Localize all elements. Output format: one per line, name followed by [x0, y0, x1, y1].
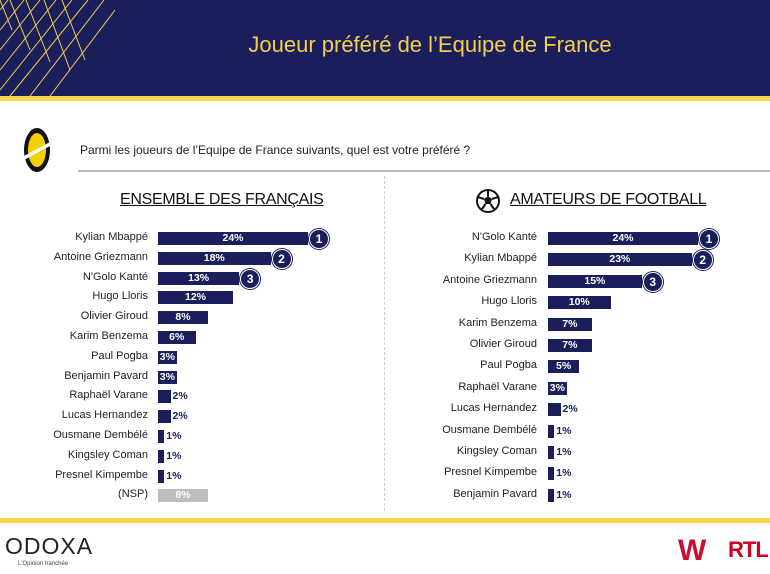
soccer-ball-icon	[476, 189, 500, 213]
bar	[158, 410, 171, 424]
bar	[548, 446, 555, 459]
bar: 7%	[548, 339, 592, 352]
rank-badge: 1	[309, 229, 329, 249]
bar	[158, 469, 165, 483]
row-label: Olivier Giroud	[469, 338, 537, 350]
row-label: Raphaël Varane	[69, 389, 148, 402]
row-label: N'Golo Kanté	[471, 231, 537, 243]
section-title-football: AMATEURS DE FOOTBALL	[510, 191, 707, 208]
row-label: Paul Pogba	[480, 359, 537, 372]
bar: 24%	[548, 232, 698, 245]
row-label: Kingsley Coman	[67, 448, 148, 461]
data-label: 1%	[556, 467, 572, 480]
bar	[548, 467, 555, 481]
row-label: Olivier Giroud	[80, 310, 148, 323]
bar: 3%	[548, 381, 567, 395]
chevron-pattern	[0, 0, 115, 96]
odoxa-tagline: L'Opinion tranchée	[18, 561, 69, 567]
row-label: Kingsley Coman	[456, 445, 537, 457]
data-label: 1%	[556, 488, 572, 501]
bar	[158, 390, 171, 404]
data-label: 1%	[166, 469, 182, 482]
divider	[78, 170, 770, 172]
bar: 18%	[158, 251, 271, 265]
row-label: Ousmane Dembélé	[53, 429, 148, 441]
row-label: Benjamin Pavard	[64, 369, 148, 382]
odoxa-logo: ODOXA	[5, 533, 94, 559]
rank-badge: 2	[692, 250, 713, 271]
rank-badge: 3	[240, 268, 261, 289]
divider	[0, 518, 770, 523]
row-label: Presnel Kimpembe	[55, 468, 148, 481]
data-label: 1%	[166, 449, 182, 462]
row-label: Hugo Lloris	[92, 290, 148, 303]
section-title-all: ENSEMBLE DES FRANÇAIS	[120, 191, 324, 208]
bar	[158, 449, 165, 463]
row-label: Benjamin Pavard	[453, 487, 537, 500]
row-label: Antoine Griezmann	[53, 250, 148, 263]
row-label: Raphaël Varane	[458, 380, 537, 393]
data-label: 1%	[556, 446, 572, 458]
bar: 8%	[158, 311, 208, 325]
row-label: Paul Pogba	[91, 349, 148, 362]
bar: 7%	[548, 317, 592, 331]
bar: 5%	[548, 360, 580, 374]
data-label: 1%	[556, 424, 572, 437]
rank-badge: 2	[271, 248, 292, 269]
data-label: 2%	[172, 410, 188, 423]
rank-badge: 3	[642, 271, 663, 292]
row-label: Kylian Mbappé	[464, 252, 537, 265]
row-label: Presnel Kimpembe	[444, 466, 537, 479]
bar: 24%	[158, 232, 308, 245]
row-label: Ousmane Dembélé	[442, 423, 537, 436]
divider	[0, 96, 770, 101]
header-banner: Joueur préféré de l’Equipe de France	[0, 0, 770, 96]
row-label: Kylian Mbappé	[75, 231, 148, 243]
question-text: Parmi les joueurs de l’Equipe de France …	[80, 143, 471, 157]
bar: 13%	[158, 271, 240, 285]
row-label: Hugo Lloris	[481, 295, 537, 308]
rtl-logo: RTL	[728, 537, 769, 562]
page-title: Joueur préféré de l’Equipe de France	[248, 32, 612, 57]
row-label: Lucas Hernandez	[61, 409, 148, 422]
bar: 15%	[548, 274, 642, 288]
bar	[548, 488, 555, 502]
bar: 3%	[158, 370, 177, 384]
rank-badge: 1	[699, 229, 719, 249]
bar	[158, 430, 165, 443]
odoxa-logo-icon	[24, 128, 50, 172]
row-label: Karim Benzema	[458, 316, 537, 329]
data-label: 2%	[562, 403, 578, 416]
bar	[548, 403, 561, 417]
winamax-logo: W	[678, 534, 707, 567]
bar: 6%	[158, 331, 196, 344]
bar: 23%	[548, 253, 692, 267]
bar: 10%	[548, 296, 611, 310]
bar	[548, 424, 555, 438]
bar: 3%	[158, 350, 177, 364]
data-label: 2%	[172, 390, 188, 403]
bar: 8%	[158, 489, 208, 503]
bar: 12%	[158, 291, 233, 305]
data-label: 1%	[166, 430, 182, 442]
row-label: Lucas Hernandez	[450, 402, 537, 415]
row-label: Antoine Griezmann	[442, 273, 537, 286]
row-label: Karim Benzema	[69, 330, 148, 342]
row-label: N'Golo Kanté	[82, 270, 148, 283]
divider	[384, 176, 385, 511]
row-label: (NSP)	[118, 488, 148, 501]
